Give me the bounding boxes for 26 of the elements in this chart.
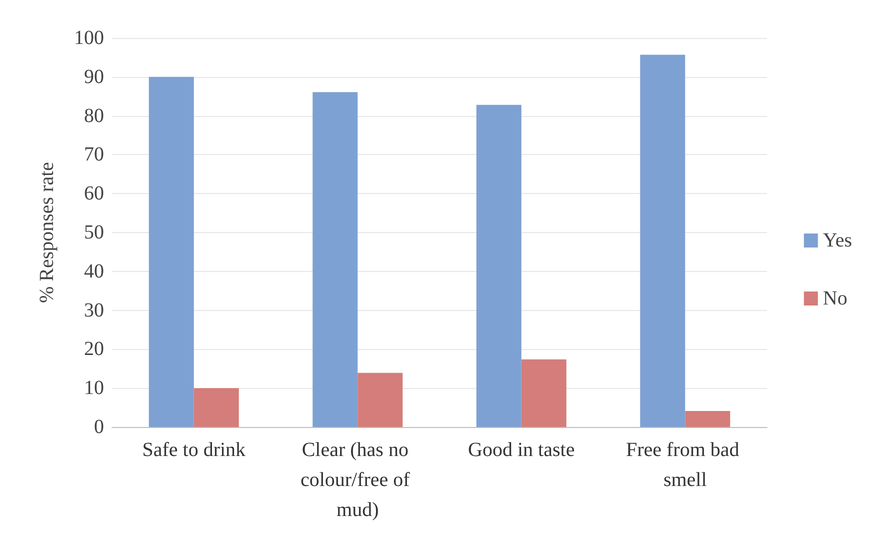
legend-label: Yes [822, 230, 852, 252]
y-tick-label: 10 [84, 377, 104, 400]
bar [685, 411, 730, 427]
y-tick-label: 30 [84, 299, 104, 322]
y-tick-label: 60 [84, 182, 104, 205]
y-tick-label: 50 [84, 222, 104, 244]
y-axis-title: % Responses rate [36, 162, 58, 304]
y-tick-label: 0 [94, 416, 104, 438]
x-tick-label: Free from bad smell [626, 439, 744, 491]
bar [640, 54, 686, 427]
bar [148, 76, 194, 427]
y-tick-label: 70 [84, 144, 104, 166]
x-tick-label: Safe to drink [142, 439, 246, 461]
bar [358, 372, 403, 427]
bar [312, 92, 358, 427]
legend-label: No [822, 288, 848, 310]
bar [476, 104, 522, 427]
bar [194, 388, 239, 427]
y-tick-label: 20 [84, 338, 104, 360]
y-tick-label: 100 [74, 27, 104, 49]
y-tick-label: 80 [84, 104, 104, 127]
y-tick-label: 90 [84, 66, 104, 88]
x-tick-label: Clear (has no colour/free of mud) [300, 439, 415, 521]
bar [521, 359, 566, 427]
x-tick-label: Good in taste [468, 439, 575, 461]
y-tick-label: 40 [84, 260, 104, 282]
